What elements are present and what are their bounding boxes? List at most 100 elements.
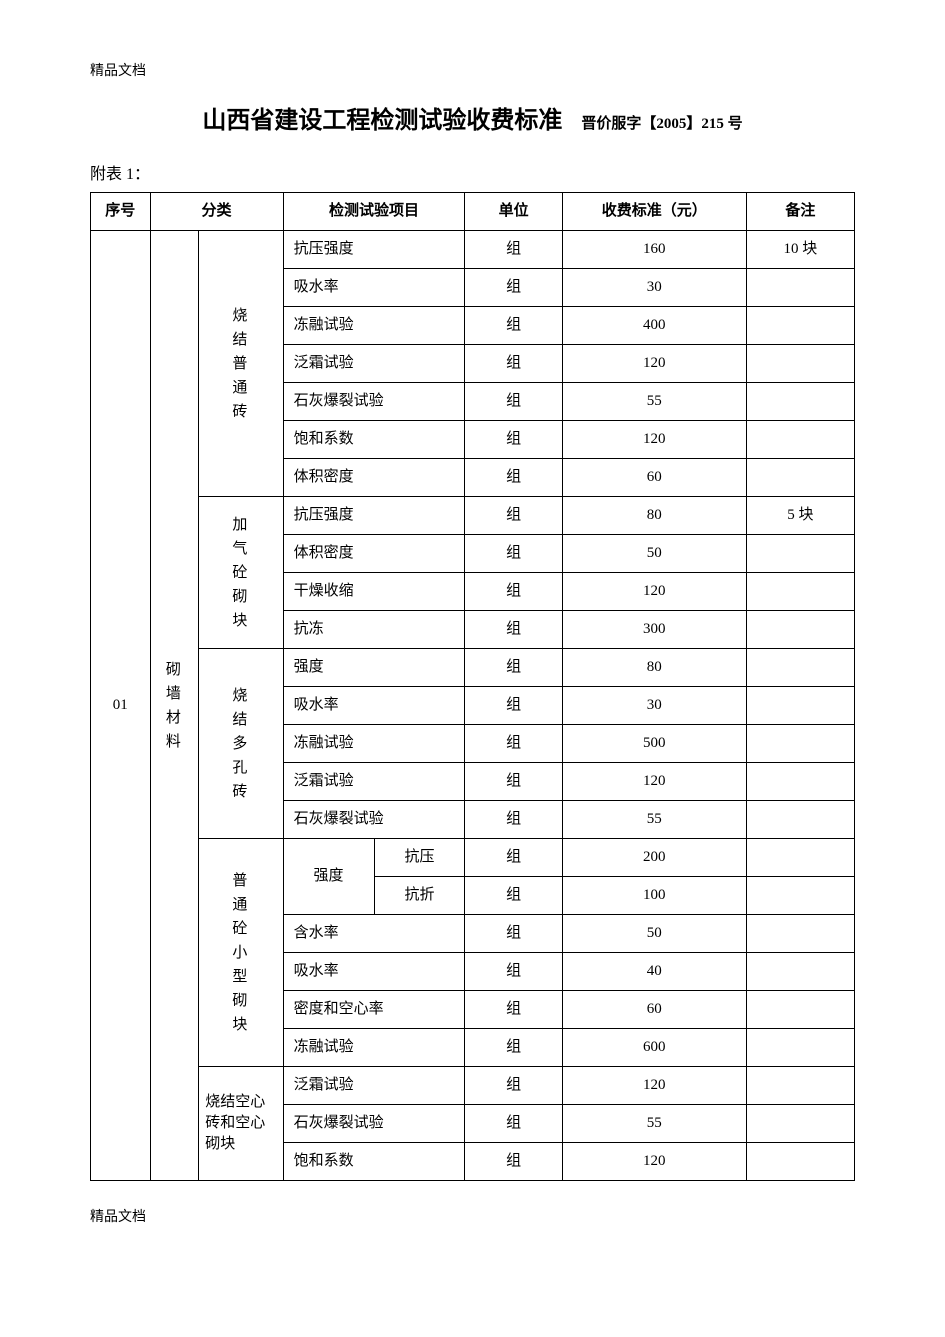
footer-mark: 精品文档 [90, 1206, 855, 1226]
unit-cell: 组 [465, 915, 562, 953]
col-note: 备注 [746, 193, 854, 231]
note-cell [746, 535, 854, 573]
item-sub-cell: 抗压 [374, 839, 465, 877]
note-cell: 5 块 [746, 497, 854, 535]
group-cell: 普通砼小型砌块 [199, 839, 283, 1067]
group-text: 烧结多孔砖 [203, 684, 278, 804]
unit-cell: 组 [465, 687, 562, 725]
note-cell [746, 801, 854, 839]
item-cell: 体积密度 [283, 459, 465, 497]
price-cell: 500 [562, 725, 746, 763]
note-cell: 10 块 [746, 231, 854, 269]
unit-cell: 组 [465, 573, 562, 611]
unit-cell: 组 [465, 1105, 562, 1143]
note-cell [746, 1105, 854, 1143]
col-unit: 单位 [465, 193, 562, 231]
note-cell [746, 611, 854, 649]
table-row: 烧结多孔砖 强度 组 80 [91, 649, 855, 687]
price-cell: 60 [562, 991, 746, 1029]
item-cell: 密度和空心率 [283, 991, 465, 1029]
table-row: 烧结空心砖和空心砌块 泛霜试验 组 120 [91, 1067, 855, 1105]
price-cell: 120 [562, 763, 746, 801]
header-mark: 精品文档 [90, 60, 855, 80]
unit-cell: 组 [465, 649, 562, 687]
unit-cell: 组 [465, 991, 562, 1029]
item-cell: 含水率 [283, 915, 465, 953]
price-cell: 55 [562, 383, 746, 421]
unit-cell: 组 [465, 953, 562, 991]
table-caption: 附表 1： [90, 160, 855, 184]
unit-cell: 组 [465, 535, 562, 573]
unit-cell: 组 [465, 383, 562, 421]
price-cell: 60 [562, 459, 746, 497]
col-price: 收费标准（元） [562, 193, 746, 231]
item-cell: 石灰爆裂试验 [283, 383, 465, 421]
item-cell: 饱和系数 [283, 421, 465, 459]
col-seq: 序号 [91, 193, 151, 231]
fee-table: 序号 分类 检测试验项目 单位 收费标准（元） 备注 01 砌墙材料 烧结普通砖… [90, 192, 855, 1181]
unit-cell: 组 [465, 307, 562, 345]
item-cell: 抗冻 [283, 611, 465, 649]
note-cell [746, 839, 854, 877]
item-sub-cell: 抗折 [374, 877, 465, 915]
category-main-text: 砌墙材料 [155, 658, 195, 754]
note-cell [746, 269, 854, 307]
price-cell: 120 [562, 573, 746, 611]
item-cell: 冻融试验 [283, 725, 465, 763]
item-cell: 泛霜试验 [283, 763, 465, 801]
item-cell: 冻融试验 [283, 1029, 465, 1067]
category-main-cell: 砌墙材料 [150, 231, 199, 1181]
note-cell [746, 991, 854, 1029]
item-cell: 抗压强度 [283, 497, 465, 535]
price-cell: 55 [562, 801, 746, 839]
group-cell: 烧结空心砖和空心砌块 [199, 1067, 283, 1181]
price-cell: 50 [562, 915, 746, 953]
unit-cell: 组 [465, 345, 562, 383]
item-cell: 石灰爆裂试验 [283, 1105, 465, 1143]
price-cell: 50 [562, 535, 746, 573]
item-cell: 吸水率 [283, 687, 465, 725]
note-cell [746, 307, 854, 345]
unit-cell: 组 [465, 269, 562, 307]
note-cell [746, 459, 854, 497]
unit-cell: 组 [465, 839, 562, 877]
item-main-cell: 强度 [283, 839, 374, 915]
table-header-row: 序号 分类 检测试验项目 单位 收费标准（元） 备注 [91, 193, 855, 231]
price-cell: 160 [562, 231, 746, 269]
main-title: 山西省建设工程检测试验收费标准 [202, 108, 562, 134]
table-row: 普通砼小型砌块 强度 抗压 组 200 [91, 839, 855, 877]
item-cell: 吸水率 [283, 953, 465, 991]
group-text: 普通砼小型砌块 [203, 869, 278, 1037]
note-cell [746, 1143, 854, 1181]
unit-cell: 组 [465, 1143, 562, 1181]
group-cell: 烧结普通砖 [199, 231, 283, 497]
price-cell: 30 [562, 687, 746, 725]
item-cell: 吸水率 [283, 269, 465, 307]
price-cell: 400 [562, 307, 746, 345]
price-cell: 30 [562, 269, 746, 307]
note-cell [746, 877, 854, 915]
item-cell: 泛霜试验 [283, 345, 465, 383]
group-cell: 烧结多孔砖 [199, 649, 283, 839]
price-cell: 100 [562, 877, 746, 915]
price-cell: 80 [562, 649, 746, 687]
unit-cell: 组 [465, 421, 562, 459]
unit-cell: 组 [465, 725, 562, 763]
price-cell: 120 [562, 421, 746, 459]
item-cell: 饱和系数 [283, 1143, 465, 1181]
price-cell: 120 [562, 345, 746, 383]
seq-cell: 01 [91, 231, 151, 1181]
unit-cell: 组 [465, 1067, 562, 1105]
note-cell [746, 687, 854, 725]
document-page: 精品文档 山西省建设工程检测试验收费标准 晋价服字【2005】215 号 附表 … [0, 0, 945, 1266]
item-cell: 冻融试验 [283, 307, 465, 345]
price-cell: 300 [562, 611, 746, 649]
unit-cell: 组 [465, 497, 562, 535]
note-cell [746, 573, 854, 611]
item-cell: 泛霜试验 [283, 1067, 465, 1105]
price-cell: 80 [562, 497, 746, 535]
note-cell [746, 649, 854, 687]
price-cell: 120 [562, 1067, 746, 1105]
unit-cell: 组 [465, 763, 562, 801]
note-cell [746, 1067, 854, 1105]
